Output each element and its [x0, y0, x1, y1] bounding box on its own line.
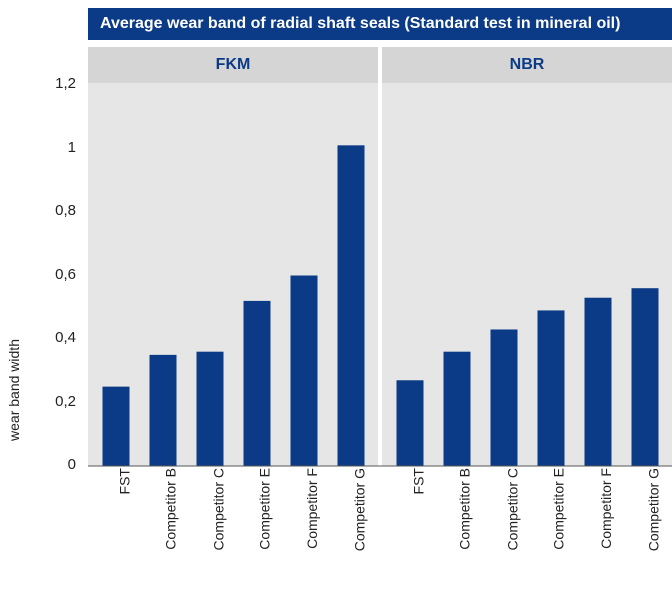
x-tick-label: Competitor C — [504, 468, 520, 551]
x-tick-label: FST — [410, 468, 426, 495]
y-tick-label: 0,6 — [55, 265, 76, 283]
bar-fkm-0 — [102, 386, 130, 466]
y-tick-label: 0,2 — [55, 392, 76, 410]
x-tick-label: Competitor G — [645, 468, 661, 552]
x-tick-label: Competitor G — [351, 468, 367, 552]
panel-header-fkm: FKM — [88, 47, 378, 83]
y-tick-label: 1,2 — [55, 75, 76, 92]
chart-title: Average wear band of radial shaft seals … — [88, 8, 672, 40]
x-tick-label: FST — [116, 468, 132, 495]
x-tick-label: Competitor F — [304, 468, 320, 549]
bar-nbr-1 — [443, 351, 471, 466]
bar-fkm-1 — [149, 354, 177, 466]
y-tick-label: 0,8 — [55, 202, 76, 219]
x-tick-label: Competitor B — [163, 468, 179, 550]
bar-fkm-3 — [243, 300, 271, 466]
bar-fkm-2 — [196, 351, 224, 466]
y-tick-label: 0 — [67, 456, 76, 473]
bar-nbr-4 — [584, 297, 612, 466]
bar-fkm-5 — [337, 145, 365, 466]
plot-area-nbr — [382, 83, 672, 466]
y-tick-label: 1 — [67, 138, 76, 156]
y-tick-label: 0,4 — [55, 329, 76, 346]
x-tick-label: Competitor C — [210, 468, 226, 551]
x-tick-label: Competitor B — [457, 468, 473, 550]
x-tick-label: Competitor E — [551, 468, 567, 550]
x-tick-label: Competitor F — [598, 468, 614, 549]
y-axis-label: wear band width — [6, 339, 22, 441]
bar-nbr-3 — [537, 310, 565, 466]
x-tick-label: Competitor E — [257, 468, 273, 550]
plot-area-fkm — [88, 83, 378, 466]
bar-nbr-0 — [396, 380, 424, 466]
bar-fkm-4 — [290, 275, 318, 466]
bar-nbr-5 — [631, 288, 659, 466]
panel-header-nbr: NBR — [382, 47, 672, 83]
bar-nbr-2 — [490, 329, 518, 466]
